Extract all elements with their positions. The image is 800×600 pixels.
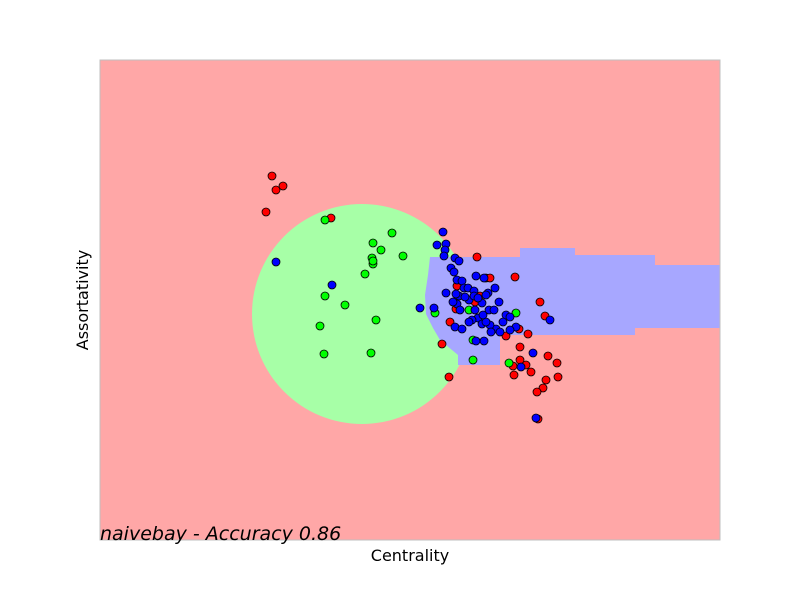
red-data-point	[472, 252, 482, 262]
red-data-point	[532, 387, 542, 397]
blue-data-point	[478, 310, 488, 320]
blue-data-point	[449, 267, 459, 277]
red-data-point	[535, 297, 545, 307]
red-data-point	[437, 339, 447, 349]
blue-class-points	[271, 227, 555, 423]
red-data-point	[278, 181, 288, 191]
blue-data-point	[464, 317, 474, 327]
blue-data-point	[471, 336, 481, 346]
green-data-point	[504, 358, 514, 368]
green-data-point	[360, 269, 370, 279]
green-data-point	[468, 355, 478, 365]
green-data-point	[319, 349, 329, 359]
plot-area	[99, 59, 721, 541]
red-data-point	[267, 171, 277, 181]
green-data-point	[511, 308, 521, 318]
red-data-point	[552, 358, 562, 368]
green-data-point	[398, 251, 408, 261]
blue-data-point	[479, 336, 489, 346]
green-data-point	[315, 321, 325, 331]
green-data-point	[366, 348, 376, 358]
red-data-point	[515, 342, 525, 352]
blue-data-point	[498, 317, 508, 327]
plot-frame	[99, 59, 721, 541]
red-data-point	[271, 185, 281, 195]
blue-data-point	[454, 256, 464, 266]
blue-data-point	[451, 289, 461, 299]
green-class-points	[315, 215, 521, 368]
blue-data-point	[439, 251, 449, 261]
green-data-point	[368, 238, 378, 248]
chart-title: naivebay - Accuracy 0.86	[100, 523, 341, 545]
blue-data-point	[429, 303, 439, 313]
red-data-point	[261, 207, 271, 217]
green-data-point	[371, 315, 381, 325]
blue-data-point	[432, 240, 442, 250]
red-data-point	[526, 367, 536, 377]
green-data-point	[368, 256, 378, 266]
green-data-point	[340, 300, 350, 310]
blue-data-point	[455, 305, 465, 315]
blue-data-point	[516, 362, 526, 372]
blue-data-point	[457, 324, 467, 334]
blue-data-point	[470, 305, 480, 315]
blue-data-point	[327, 280, 337, 290]
red-data-point	[553, 372, 563, 382]
blue-data-point	[471, 271, 481, 281]
blue-data-point	[415, 303, 425, 313]
blue-data-point	[438, 227, 448, 237]
red-data-point	[501, 331, 511, 341]
blue-data-point	[528, 348, 538, 358]
red-data-point	[509, 370, 519, 380]
red-data-point	[543, 351, 553, 361]
blue-data-point	[531, 413, 541, 423]
green-data-point	[376, 245, 386, 255]
red-data-point	[541, 375, 551, 385]
blue-data-point	[473, 293, 483, 303]
blue-data-point	[479, 273, 489, 283]
blue-data-point	[489, 305, 499, 315]
red-data-point	[510, 272, 520, 282]
red-data-point	[523, 329, 533, 339]
green-data-point	[320, 291, 330, 301]
green-data-point	[387, 228, 397, 238]
blue-data-point	[481, 290, 491, 300]
x-axis-label: Centrality	[371, 546, 449, 565]
blue-data-point	[441, 288, 451, 298]
blue-data-point	[486, 327, 496, 337]
blue-data-point	[505, 312, 515, 322]
blue-data-point	[448, 297, 458, 307]
y-axis-label: Assortativity	[73, 250, 92, 350]
blue-data-point	[460, 292, 470, 302]
red-data-point	[538, 383, 548, 393]
red-data-point	[444, 372, 454, 382]
green-data-point	[320, 215, 330, 225]
blue-data-point	[271, 257, 281, 267]
blue-data-point	[505, 325, 515, 335]
blue-data-point	[545, 315, 555, 325]
blue-data-point	[495, 327, 505, 337]
blue-data-point	[494, 297, 504, 307]
green-class-region	[252, 204, 472, 424]
blue-data-point	[490, 283, 500, 293]
